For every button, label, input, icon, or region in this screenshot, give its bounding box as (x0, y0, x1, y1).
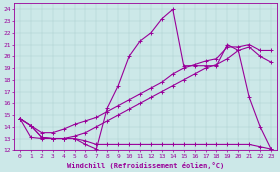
X-axis label: Windchill (Refroidissement éolien,°C): Windchill (Refroidissement éolien,°C) (67, 162, 224, 169)
